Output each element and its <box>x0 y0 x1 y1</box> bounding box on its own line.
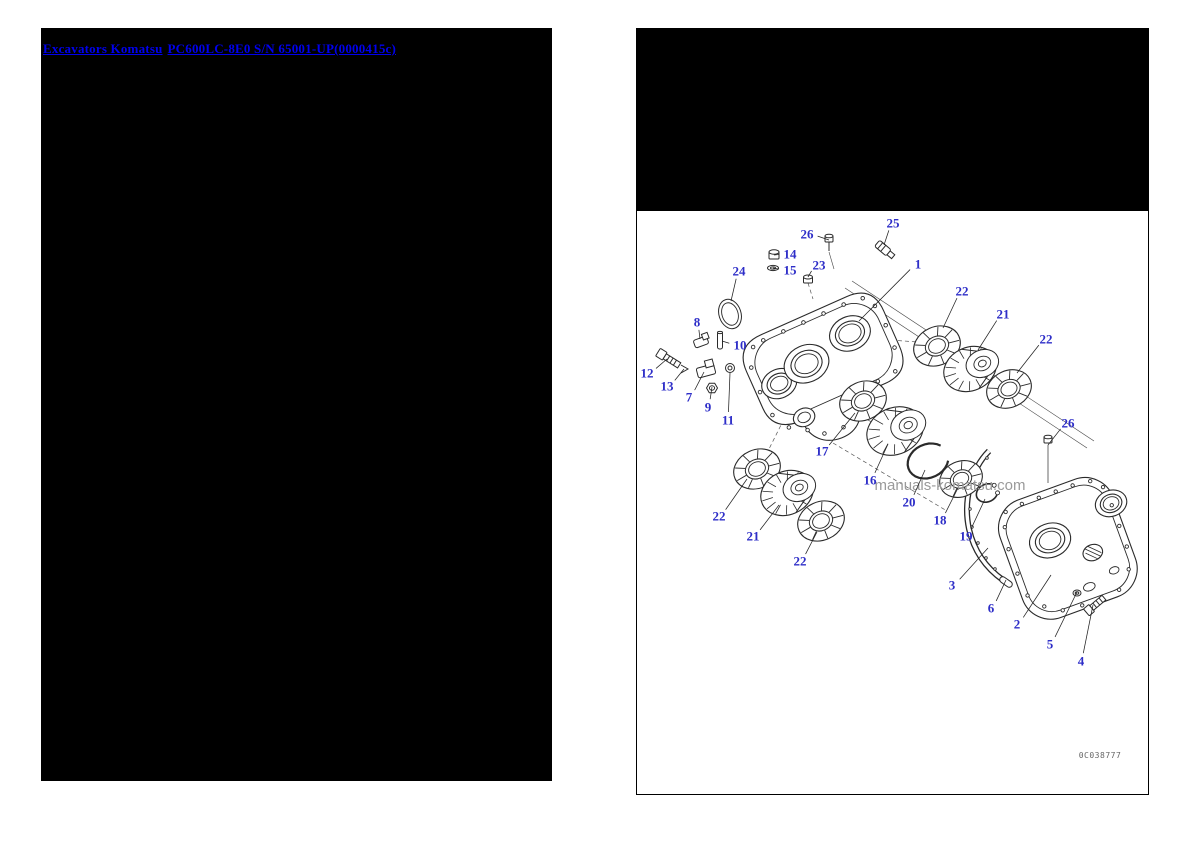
callout-label-9: 9 <box>705 400 712 415</box>
callout-label-21: 21 <box>747 529 760 544</box>
drawing-code: 0C038777 <box>1079 751 1122 760</box>
breadcrumb: Excavators Komatsu PC600LC-8E0 S/N 65001-… <box>43 41 401 57</box>
watermark: manuals-komatsu.com <box>875 477 1026 494</box>
breadcrumb-link-model[interactable]: PC600LC-8E0 S/N 65001-UP(0000415c) <box>167 41 397 56</box>
callout-label-21: 21 <box>997 307 1010 322</box>
callout-label-16: 16 <box>864 473 878 488</box>
callout-label-3: 3 <box>949 578 956 593</box>
bolt-26-top-part <box>824 233 834 251</box>
callout-label-12: 12 <box>641 366 654 381</box>
callout-label-7: 7 <box>686 390 693 405</box>
breadcrumb-link-category[interactable]: Excavators Komatsu <box>43 41 163 56</box>
elbow-7-part <box>695 358 717 379</box>
callout-label-22: 22 <box>794 554 807 569</box>
callout-label-18: 18 <box>934 513 948 528</box>
right-cover-drawing <box>997 476 1138 620</box>
callout-label-11: 11 <box>722 413 734 428</box>
callout-label-13: 13 <box>661 379 675 394</box>
callout-label-22: 22 <box>713 509 726 524</box>
callout-label-5: 5 <box>1047 637 1054 652</box>
callout-label-22: 22 <box>956 284 969 299</box>
callout-label-26: 26 <box>801 227 815 242</box>
callout-label-4: 4 <box>1078 654 1085 669</box>
callout-label-24: 24 <box>733 264 747 279</box>
callout-label-20: 20 <box>903 495 916 510</box>
fitting-8-part <box>693 331 710 349</box>
callout-label-2: 2 <box>1014 617 1021 632</box>
callout-label-6: 6 <box>988 601 995 616</box>
clip-13-part <box>680 364 690 374</box>
fitting-25-part <box>874 240 896 260</box>
small-parts <box>655 233 1107 616</box>
callout-label-26: 26 <box>1062 416 1076 431</box>
callout-label-17: 17 <box>816 444 830 459</box>
callout-label-8: 8 <box>694 315 701 330</box>
seal-24-part <box>718 298 742 330</box>
callout-label-23: 23 <box>813 258 827 273</box>
bolt-12-part <box>655 348 682 369</box>
pin-10-part <box>717 330 723 350</box>
washer-5-part <box>1072 589 1082 597</box>
callout-label-15: 15 <box>784 263 798 278</box>
callout-label-10: 10 <box>734 338 747 353</box>
washer-11-part <box>725 363 735 373</box>
bearing-drawings <box>733 325 1032 542</box>
callout-label-25: 25 <box>887 216 901 231</box>
plug-14-part <box>768 249 780 260</box>
callout-label-14: 14 <box>784 247 798 262</box>
parts-diagram-page: manuals-komatsu.com 26 25 14 15 23 24 1 8 10 12 13… <box>636 28 1149 795</box>
page-header-black-region <box>637 29 1148 211</box>
callout-label-22: 22 <box>1040 332 1053 347</box>
left-page-panel: Excavators Komatsu PC600LC-8E0 S/N 65001-… <box>41 28 552 781</box>
callout-label-19: 19 <box>960 529 974 544</box>
pin-6-part <box>999 576 1013 588</box>
callout-label-1: 1 <box>915 257 922 272</box>
plug-23-part <box>803 274 813 284</box>
